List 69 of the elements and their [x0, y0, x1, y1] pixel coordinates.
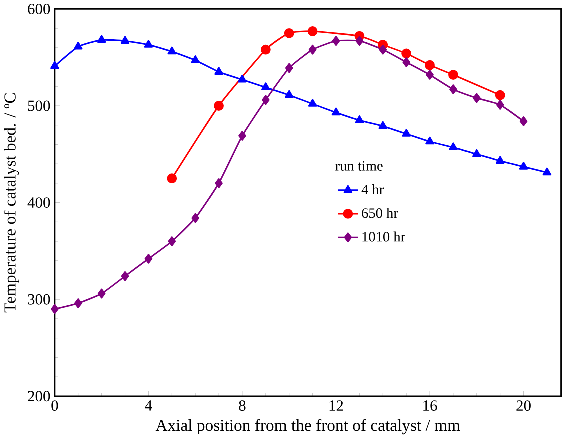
- point: [215, 178, 223, 189]
- y-axis-title: Temperature of catalyst bed. / ºC: [4, 94, 20, 313]
- point: [167, 174, 178, 184]
- point: [214, 67, 224, 76]
- x-tick-label: 20: [516, 400, 531, 412]
- y-tick-label: 200: [28, 391, 50, 402]
- y-tick-label: 500: [28, 100, 50, 112]
- point: [120, 36, 130, 44]
- point: [495, 90, 506, 101]
- x-tick-label: 8: [239, 400, 246, 412]
- x-tick-label: 16: [424, 400, 438, 412]
- point: [191, 56, 200, 64]
- point: [168, 236, 176, 247]
- legend-label: 1010 hr: [362, 232, 406, 242]
- point: [379, 45, 388, 56]
- point: [308, 99, 318, 108]
- point: [448, 70, 458, 80]
- point: [449, 142, 458, 151]
- x-tick-label: 0: [52, 400, 58, 412]
- point: [425, 60, 435, 71]
- y-tick-label: 300: [28, 294, 50, 306]
- point: [98, 289, 106, 299]
- y-tick-label: 400: [28, 198, 50, 208]
- point: [378, 122, 388, 130]
- legend-label: 650 hr: [362, 208, 398, 218]
- y-tick-label: 600: [28, 4, 50, 15]
- point: [332, 36, 340, 46]
- point: [402, 129, 411, 138]
- point: [402, 58, 410, 68]
- point: [355, 116, 364, 124]
- point: [74, 298, 82, 309]
- point: [332, 108, 341, 116]
- x-tick-label: 12: [330, 400, 344, 412]
- x-tick-label: 4: [145, 400, 152, 412]
- x-axis-title: Axial position from the front of catalyst / mm: [156, 419, 460, 435]
- legend-label: 4 hr: [362, 184, 384, 195]
- point: [542, 168, 552, 176]
- point: [192, 214, 200, 224]
- point: [97, 35, 106, 44]
- point: [426, 137, 434, 145]
- point: [238, 131, 246, 142]
- point: [496, 100, 504, 110]
- point: [472, 94, 481, 104]
- point: [285, 64, 294, 74]
- point: [51, 304, 59, 314]
- point: [450, 84, 458, 95]
- point: [144, 40, 154, 48]
- point: [74, 42, 83, 50]
- point: [284, 28, 294, 39]
- point: [168, 47, 177, 55]
- point: [402, 49, 412, 59]
- point: [519, 162, 528, 170]
- legend-title: run time: [336, 162, 383, 172]
- point: [308, 26, 318, 37]
- point: [284, 90, 294, 98]
- point: [472, 150, 482, 158]
- point: [426, 70, 434, 80]
- point: [214, 101, 224, 112]
- point: [262, 82, 270, 91]
- point: [356, 36, 364, 46]
- point: [50, 62, 60, 70]
- point: [496, 156, 505, 164]
- point: [260, 45, 271, 56]
- point: [520, 116, 528, 127]
- point: [144, 254, 153, 264]
- point: [262, 95, 270, 106]
- point: [238, 75, 247, 83]
- point: [308, 45, 317, 56]
- point: [121, 272, 130, 282]
